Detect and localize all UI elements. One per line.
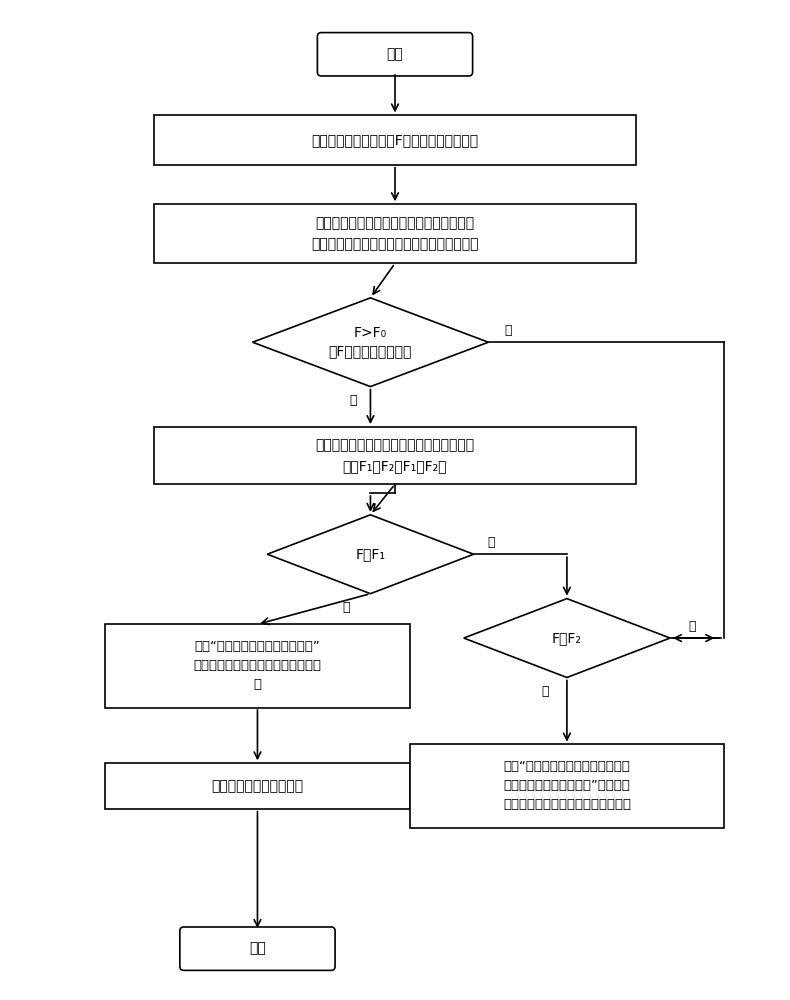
FancyBboxPatch shape (318, 33, 472, 76)
Text: 采集当前油筱剩余油量F，获取当前车位信息: 采集当前油筱剩余油量F，获取当前车位信息 (311, 133, 479, 147)
FancyBboxPatch shape (180, 927, 335, 970)
Text: 否: 否 (487, 536, 495, 549)
Text: 是: 是 (542, 685, 549, 698)
Bar (154, 115, 636, 165)
Text: 否: 否 (688, 620, 695, 633)
Text: 是: 是 (342, 601, 350, 614)
Bar (154, 204, 636, 263)
Polygon shape (267, 515, 473, 594)
Text: F＜F₁: F＜F₁ (356, 547, 386, 561)
Text: 对当前车位到目的地进行路径规划，计算各
路段所需油量总和、沿途最近两个加油站信息: 对当前车位到目的地进行路径规划，计算各 路段所需油量总和、沿途最近两个加油站信息 (311, 216, 479, 251)
Bar (410, 744, 724, 828)
Text: 提示“错过沿途的下一个加油站，将
无法到达下下一个加油站”，引导车
主添加沿途第一个加油站作为途径点: 提示“错过沿途的下一个加油站，将 无法到达下下一个加油站”，引导车 主添加沿途第… (503, 760, 631, 811)
Bar (105, 763, 410, 809)
Polygon shape (253, 298, 488, 387)
Text: 计算当前车位到沿途最近两个加油站所需的
油量F₁、F₂（F₁＜F₂）: 计算当前车位到沿途最近两个加油站所需的 油量F₁、F₂（F₁＜F₂） (315, 438, 475, 473)
Text: 否: 否 (349, 394, 356, 407)
Polygon shape (464, 599, 670, 678)
Text: F＜F₂: F＜F₂ (552, 631, 582, 645)
Text: 结束: 结束 (249, 942, 266, 956)
Text: 提示“无法到达沿途最近的加油站”
，引导车主添加最近加油站作为途径
点: 提示“无法到达沿途最近的加油站” ，引导车主添加最近加油站作为途径 点 (194, 640, 322, 691)
Text: 开始: 开始 (386, 47, 404, 61)
Text: 是: 是 (504, 324, 512, 337)
Text: 重新进行路径规划并导航: 重新进行路径规划并导航 (212, 779, 303, 793)
Bar (105, 624, 410, 708)
Bar (154, 427, 636, 484)
Text: F>F₀
（F为所需油量总和）: F>F₀ （F为所需油量总和） (329, 326, 412, 358)
